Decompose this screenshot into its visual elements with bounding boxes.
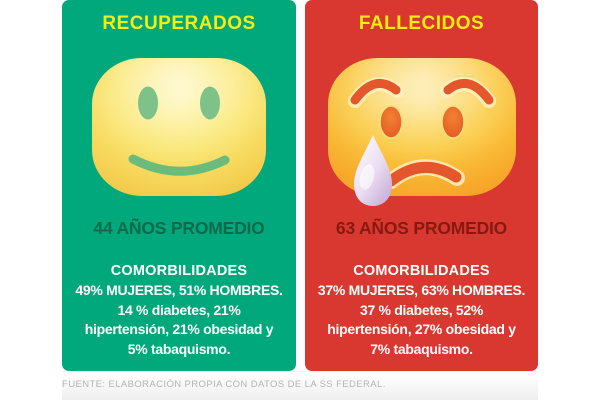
comorbidities-heading: COMORBILIDADES xyxy=(353,263,490,279)
comorbidities-line: 7% tabaquismo. xyxy=(370,340,473,357)
comorbidities-line: 49% MUJERES, 51% HOMBRES. xyxy=(75,282,283,298)
footer-strip: FUENTE: ELABORACIÓN PROPIA CON DATOS DE … xyxy=(62,371,538,400)
panel-recuperados: RECUPERADOS xyxy=(62,0,296,371)
panel-fallecidos: FALLECIDOS xyxy=(305,0,538,371)
comorbidities-line: 37% MUJERES, 63% HOMBRES. xyxy=(317,282,526,298)
crying-face-emoji xyxy=(327,58,516,206)
smiley-left-eye xyxy=(138,86,158,120)
crying-right-eye xyxy=(440,105,465,139)
smiling-face-emoji xyxy=(92,58,266,196)
tear-highlight xyxy=(359,164,374,190)
smiley-right-eye xyxy=(200,86,220,120)
crying-face-icon xyxy=(305,57,538,206)
recuperados-title: RECUPERADOS xyxy=(102,13,256,34)
fallecidos-comorbidities: COMORBILIDADES 37% MUJERES, 63% HOMBRES.… xyxy=(305,262,538,359)
recuperados-average-age: 44 AÑOS PROMEDIO xyxy=(93,218,265,238)
comorbidities-line: 14 % diabetes, 21% xyxy=(117,301,241,318)
left-eyebrow xyxy=(350,78,400,105)
fallecidos-title: FALLECIDOS xyxy=(358,13,485,34)
recuperados-comorbidities: COMORBILIDADES 49% MUJERES, 51% HOMBRES.… xyxy=(62,262,296,359)
right-eyebrow xyxy=(443,78,493,105)
smiley-smile-mouth xyxy=(128,154,230,176)
fallecidos-average-age: 63 AÑOS PROMEDIO xyxy=(335,218,508,238)
frown-mouth xyxy=(385,161,461,187)
comorbidities-line: 5% tabaquismo. xyxy=(127,340,231,357)
comorbidities-heading: COMORBILIDADES xyxy=(110,263,248,279)
smiling-face-icon xyxy=(62,57,296,197)
comorbidities-line: 37 % diabetes, 52% xyxy=(360,301,483,318)
source-note: FUENTE: ELABORACIÓN PROPIA CON DATOS DE … xyxy=(62,379,386,390)
crying-left-eye xyxy=(378,105,403,139)
comorbidities-line: hipertensión, 21% obesidad y xyxy=(84,321,274,337)
comorbidities-line: hipertensión, 27% obesidad y xyxy=(327,321,516,337)
